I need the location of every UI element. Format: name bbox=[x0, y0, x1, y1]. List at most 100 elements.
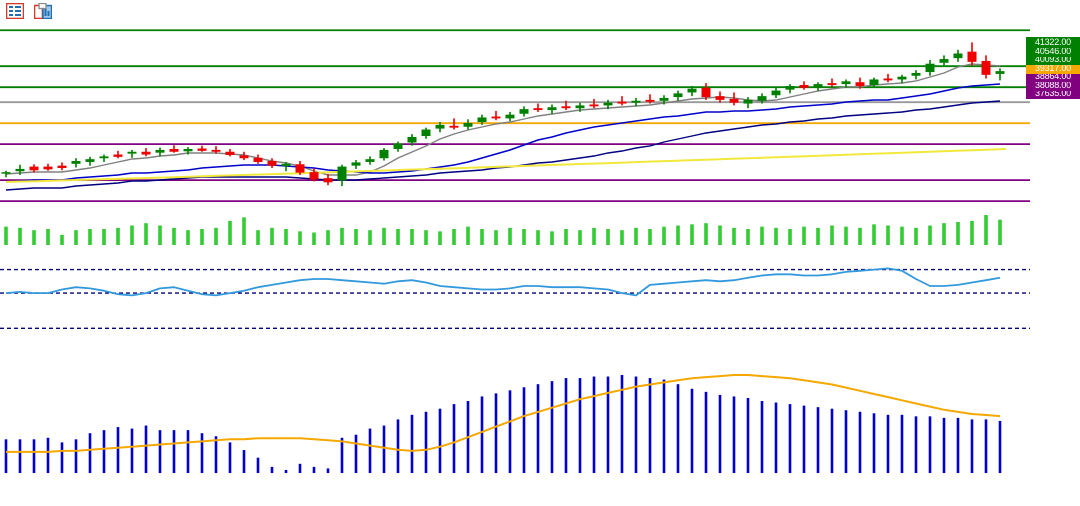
macd-histogram-bar[interactable] bbox=[368, 428, 372, 473]
candlestick[interactable] bbox=[729, 92, 739, 106]
candlestick[interactable] bbox=[799, 81, 809, 90]
candlestick[interactable] bbox=[687, 85, 697, 97]
macd-histogram-bar[interactable] bbox=[102, 430, 106, 473]
volume-panel[interactable] bbox=[0, 205, 1080, 250]
macd-histogram-bar[interactable] bbox=[396, 419, 400, 473]
volume-bar[interactable] bbox=[760, 226, 764, 245]
candlestick[interactable] bbox=[575, 102, 585, 112]
macd-histogram-bar[interactable] bbox=[592, 376, 596, 473]
candlestick[interactable] bbox=[841, 79, 851, 88]
volume-bar[interactable] bbox=[662, 226, 666, 245]
candlestick[interactable] bbox=[813, 82, 823, 91]
candlestick[interactable] bbox=[421, 127, 431, 139]
candlestick[interactable] bbox=[897, 74, 907, 84]
volume-bar[interactable] bbox=[46, 229, 50, 245]
candlestick[interactable] bbox=[99, 154, 109, 162]
candlestick[interactable] bbox=[533, 103, 543, 112]
macd-histogram-bar[interactable] bbox=[130, 428, 134, 473]
candlestick[interactable] bbox=[519, 106, 529, 117]
macd-histogram-bar[interactable] bbox=[172, 430, 176, 473]
volume-bar[interactable] bbox=[32, 230, 36, 245]
candlestick[interactable] bbox=[449, 118, 459, 130]
candlestick[interactable] bbox=[701, 83, 711, 100]
volume-bar[interactable] bbox=[914, 227, 918, 245]
macd-histogram-bar[interactable] bbox=[4, 439, 8, 473]
macd-histogram-bar[interactable] bbox=[788, 404, 792, 473]
volume-bar[interactable] bbox=[382, 227, 386, 245]
volume-bar[interactable] bbox=[172, 227, 176, 245]
candlestick[interactable] bbox=[113, 150, 123, 159]
volume-bar[interactable] bbox=[942, 223, 946, 245]
macd-histogram-bar[interactable] bbox=[830, 408, 834, 473]
macd-histogram-bar[interactable] bbox=[718, 394, 722, 473]
volume-bar[interactable] bbox=[690, 224, 694, 245]
volume-bar[interactable] bbox=[830, 225, 834, 246]
volume-bar[interactable] bbox=[998, 219, 1002, 245]
macd-histogram-bar[interactable] bbox=[816, 407, 820, 473]
macd-histogram-bar[interactable] bbox=[298, 463, 302, 473]
macd-histogram-bar[interactable] bbox=[928, 416, 932, 473]
candlestick[interactable] bbox=[15, 164, 25, 175]
volume-bar[interactable] bbox=[144, 223, 148, 245]
macd-histogram-bar[interactable] bbox=[648, 378, 652, 473]
macd-chart-canvas[interactable] bbox=[0, 345, 1080, 485]
macd-histogram-bar[interactable] bbox=[200, 433, 204, 473]
volume-bar[interactable] bbox=[508, 227, 512, 245]
macd-histogram-bar[interactable] bbox=[340, 437, 344, 473]
volume-bar[interactable] bbox=[564, 229, 568, 245]
volume-bar[interactable] bbox=[886, 225, 890, 246]
candlestick[interactable] bbox=[169, 145, 179, 153]
candlestick[interactable] bbox=[827, 78, 837, 87]
list-view-icon[interactable] bbox=[5, 2, 25, 20]
macd-histogram-bar[interactable] bbox=[242, 450, 246, 473]
volume-bar[interactable] bbox=[732, 227, 736, 245]
candlestick[interactable] bbox=[351, 160, 361, 169]
volume-bar[interactable] bbox=[452, 229, 456, 245]
candlestick[interactable] bbox=[29, 164, 39, 173]
macd-histogram-bar[interactable] bbox=[32, 439, 36, 473]
macd-histogram-bar[interactable] bbox=[494, 393, 498, 473]
volume-bar[interactable] bbox=[312, 232, 316, 246]
macd-histogram-bar[interactable] bbox=[46, 437, 50, 473]
volume-bar[interactable] bbox=[368, 230, 372, 245]
volume-bar[interactable] bbox=[130, 225, 134, 246]
macd-histogram-bar[interactable] bbox=[984, 419, 988, 473]
volume-bar[interactable] bbox=[60, 234, 64, 245]
volume-bar[interactable] bbox=[774, 227, 778, 245]
volume-bar[interactable] bbox=[74, 230, 78, 245]
volume-bar[interactable] bbox=[900, 226, 904, 245]
volume-bar[interactable] bbox=[424, 230, 428, 245]
volume-bar[interactable] bbox=[844, 226, 848, 245]
candlestick[interactable] bbox=[967, 42, 977, 66]
candlestick[interactable] bbox=[295, 161, 305, 175]
candlestick[interactable] bbox=[239, 151, 249, 161]
macd-histogram-bar[interactable] bbox=[746, 397, 750, 473]
macd-histogram-bar[interactable] bbox=[452, 404, 456, 473]
macd-histogram-bar[interactable] bbox=[676, 384, 680, 473]
volume-bar[interactable] bbox=[802, 226, 806, 245]
candlestick[interactable] bbox=[323, 174, 333, 186]
candlestick[interactable] bbox=[127, 149, 137, 158]
candlestick[interactable] bbox=[43, 163, 53, 171]
candlestick[interactable] bbox=[911, 70, 921, 80]
macd-histogram-bar[interactable] bbox=[60, 442, 64, 473]
volume-bar[interactable] bbox=[410, 229, 414, 245]
volume-bar[interactable] bbox=[214, 227, 218, 245]
candlestick[interactable] bbox=[673, 90, 683, 101]
macd-histogram-bar[interactable] bbox=[844, 410, 848, 473]
candlestick[interactable] bbox=[155, 147, 165, 157]
macd-histogram-bar[interactable] bbox=[802, 405, 806, 473]
macd-histogram-bar[interactable] bbox=[858, 411, 862, 473]
volume-bar[interactable] bbox=[396, 229, 400, 245]
volume-bar[interactable] bbox=[550, 231, 554, 245]
macd-histogram-bar[interactable] bbox=[424, 411, 428, 473]
macd-histogram-bar[interactable] bbox=[550, 381, 554, 473]
candlestick[interactable] bbox=[435, 122, 445, 133]
candlestick[interactable] bbox=[981, 55, 991, 79]
volume-bar[interactable] bbox=[256, 230, 260, 245]
volume-bar[interactable] bbox=[18, 227, 22, 245]
candlestick[interactable] bbox=[337, 164, 347, 187]
candlestick[interactable] bbox=[883, 73, 893, 83]
candlestick[interactable] bbox=[785, 84, 795, 94]
volume-bar[interactable] bbox=[298, 231, 302, 245]
